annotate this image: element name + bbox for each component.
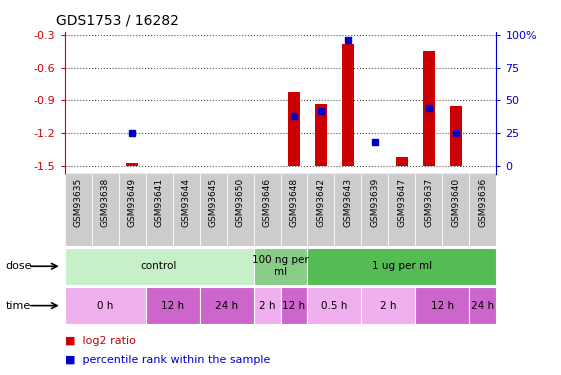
Bar: [315, 104, 327, 166]
Text: 100 ng per
ml: 100 ng per ml: [252, 255, 309, 277]
Text: GSM93637: GSM93637: [425, 178, 434, 227]
Text: ■  log2 ratio: ■ log2 ratio: [65, 336, 135, 346]
Text: ■  percentile rank within the sample: ■ percentile rank within the sample: [65, 355, 270, 365]
Text: GDS1753 / 16282: GDS1753 / 16282: [56, 14, 179, 28]
Text: GSM93635: GSM93635: [73, 178, 82, 227]
Bar: [280, 174, 307, 246]
Bar: [65, 287, 145, 324]
Text: GSM93636: GSM93636: [479, 178, 488, 227]
Text: 0 h: 0 h: [97, 301, 113, 310]
Bar: [145, 287, 200, 324]
Text: GSM93643: GSM93643: [343, 178, 352, 227]
Bar: [288, 92, 300, 166]
Bar: [307, 287, 361, 324]
Text: GSM93650: GSM93650: [236, 178, 245, 227]
Text: 0.5 h: 0.5 h: [321, 301, 348, 310]
Bar: [396, 157, 408, 166]
Bar: [361, 287, 416, 324]
Bar: [423, 51, 435, 166]
Text: GSM93644: GSM93644: [182, 178, 191, 227]
Bar: [145, 174, 173, 246]
Text: GSM93642: GSM93642: [316, 178, 325, 227]
Bar: [307, 174, 334, 246]
Bar: [389, 174, 416, 246]
Bar: [173, 174, 200, 246]
Bar: [280, 287, 307, 324]
Bar: [443, 174, 470, 246]
Text: GSM93645: GSM93645: [209, 178, 218, 227]
Bar: [416, 174, 443, 246]
Text: dose: dose: [6, 261, 32, 271]
Text: 24 h: 24 h: [471, 301, 495, 310]
Bar: [470, 287, 496, 324]
Bar: [334, 174, 361, 246]
Bar: [416, 287, 470, 324]
Text: 24 h: 24 h: [215, 301, 238, 310]
Bar: [200, 174, 227, 246]
Bar: [227, 174, 254, 246]
Bar: [450, 106, 462, 166]
Text: 12 h: 12 h: [161, 301, 184, 310]
Text: GSM93639: GSM93639: [370, 178, 379, 227]
Bar: [118, 174, 145, 246]
Text: time: time: [6, 301, 31, 310]
Text: control: control: [141, 261, 177, 271]
Bar: [65, 248, 254, 285]
Bar: [91, 174, 118, 246]
Bar: [307, 248, 496, 285]
Text: 2 h: 2 h: [380, 301, 397, 310]
Bar: [65, 174, 91, 246]
Bar: [342, 44, 354, 166]
Text: 12 h: 12 h: [431, 301, 454, 310]
Bar: [254, 174, 280, 246]
Text: GSM93646: GSM93646: [263, 178, 272, 227]
Text: 12 h: 12 h: [282, 301, 306, 310]
Bar: [254, 287, 280, 324]
Bar: [361, 174, 388, 246]
Text: 1 ug per ml: 1 ug per ml: [372, 261, 432, 271]
Bar: [126, 164, 138, 166]
Text: GSM93649: GSM93649: [127, 178, 136, 227]
Bar: [470, 174, 496, 246]
Text: GSM93641: GSM93641: [154, 178, 163, 227]
Text: GSM93640: GSM93640: [452, 178, 461, 227]
Text: GSM93638: GSM93638: [100, 178, 109, 227]
Text: GSM93647: GSM93647: [398, 178, 407, 227]
Text: 2 h: 2 h: [259, 301, 275, 310]
Bar: [200, 287, 254, 324]
Text: GSM93648: GSM93648: [289, 178, 298, 227]
Bar: [254, 248, 307, 285]
